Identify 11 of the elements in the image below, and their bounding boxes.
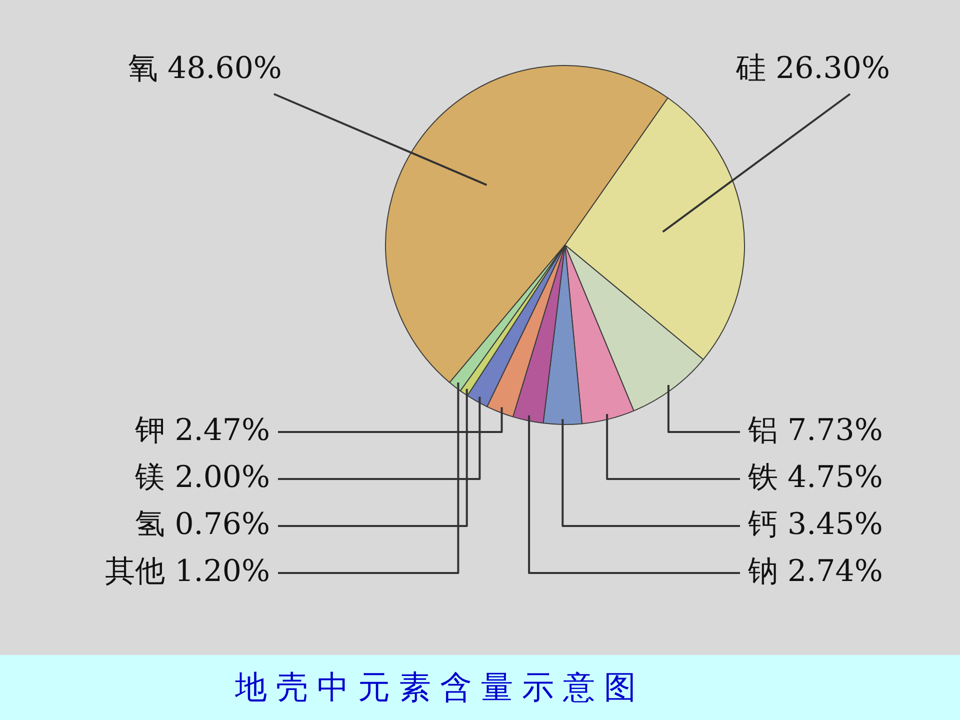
slice-label: 钾 2.47% xyxy=(134,412,270,448)
slice-label: 其他 1.20% xyxy=(105,554,270,589)
slice-label: 铁 4.75% xyxy=(747,460,883,495)
slice-label: 镁 2.00% xyxy=(134,460,270,495)
text: 地壳中元素含量示意图 xyxy=(235,668,645,706)
slice-label: 硅 26.30% xyxy=(735,50,890,86)
slice-label: 钠 2.74% xyxy=(747,554,883,589)
slice-label: 氧 48.60% xyxy=(128,50,282,86)
slice-label: 铝 7.73% xyxy=(747,412,883,448)
slice-label: 钙 3.45% xyxy=(747,506,883,542)
slice-label: 氢 0.76% xyxy=(135,506,270,542)
